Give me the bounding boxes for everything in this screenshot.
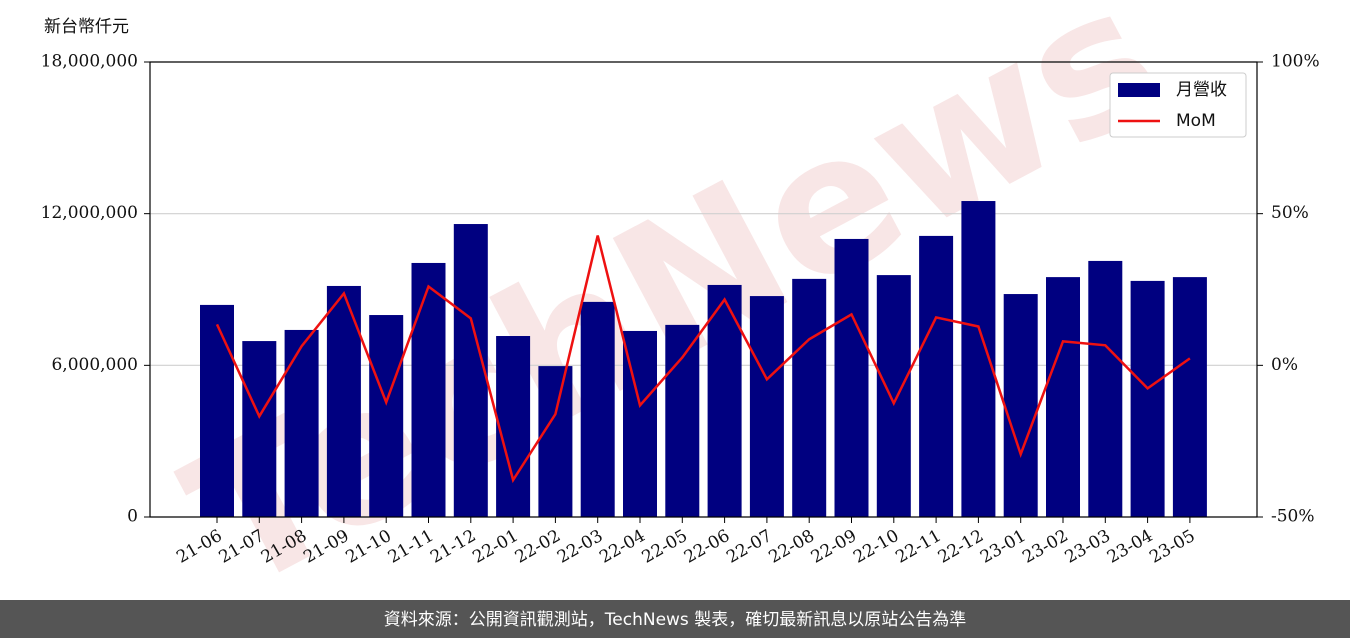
y-axis-unit: 新台幣仟元 (44, 17, 129, 37)
bar (242, 341, 277, 517)
bar (749, 296, 784, 517)
bar (538, 366, 573, 517)
footer: 資料來源：公開資訊觀測站，TechNews 製表，確切最新訊息以原站公告為準 (384, 610, 966, 630)
y-tick-label: 0 (127, 507, 138, 527)
bar (919, 235, 954, 517)
y-tick-label: 6,000,000 (51, 355, 138, 375)
bar (200, 304, 234, 517)
bar (411, 262, 446, 517)
bar (792, 278, 827, 517)
bar (1003, 294, 1038, 517)
y2-tick-label: 100% (1271, 52, 1320, 72)
bar (707, 284, 742, 517)
y2-tick-label: -50% (1271, 507, 1315, 527)
legend-label: MoM (1176, 111, 1216, 131)
bar (496, 336, 531, 517)
bar (1088, 260, 1123, 517)
line (215, 235, 1191, 484)
bar (1172, 277, 1207, 517)
bar (834, 238, 869, 517)
y-tick-label: 12,000,000 (41, 203, 138, 223)
y-tick-label: 18,000,000 (41, 52, 138, 72)
bar (369, 315, 404, 517)
y2-tick-label: 0% (1271, 355, 1298, 375)
y2-tick-label: 50% (1271, 203, 1309, 223)
bar (1046, 277, 1080, 517)
plot-frame (149, 61, 1258, 518)
legend-swatch (1118, 83, 1160, 97)
bar (580, 301, 615, 517)
legend-label: 月營收 (1176, 80, 1227, 100)
bar (665, 324, 700, 517)
footer-bar (0, 600, 1350, 638)
bar (453, 224, 488, 517)
bar (326, 285, 361, 517)
bar (284, 329, 319, 517)
bar (1130, 280, 1165, 517)
bar (876, 275, 911, 517)
